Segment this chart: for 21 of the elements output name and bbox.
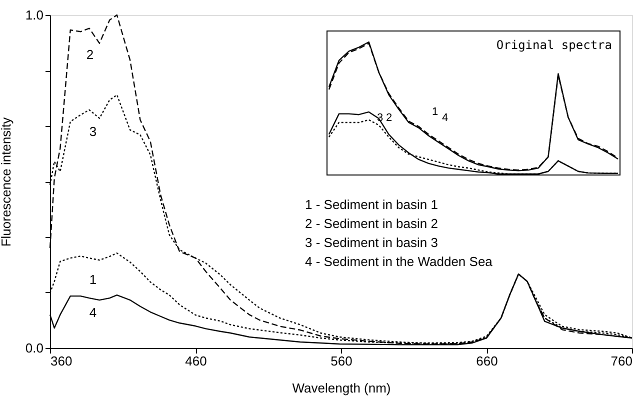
y-axis-title: Fluorescence intensity	[0, 116, 14, 247]
annotation: 4 - Sediment in the Wadden Sea	[305, 254, 494, 269]
annotation: 4	[442, 112, 448, 124]
y-tick-label: 1.0	[25, 8, 44, 22]
x-tick-label: 660	[476, 354, 498, 368]
x-tick-label: 560	[330, 354, 352, 368]
annotation: 2 - Sediment in basin 2	[305, 216, 438, 231]
annotation: 3	[89, 124, 97, 139]
annotation: 1 - Sediment in basin 1	[305, 197, 438, 212]
x-tick-label: 760	[610, 354, 632, 368]
annotation: 4	[89, 305, 97, 320]
annotation: 2	[86, 47, 94, 62]
chart-title: Original spectra	[496, 38, 612, 52]
x-tick-label: 460	[185, 354, 207, 368]
y-tick-label: 0.0	[25, 340, 44, 356]
annotation: 3 - Sediment in basin 3	[305, 235, 438, 250]
annotation: 2	[386, 112, 392, 124]
x-tick-label: 360	[50, 354, 72, 368]
x-axis-title: Wavelength (nm)	[292, 380, 391, 396]
annotation: 1	[89, 272, 97, 287]
annotation: 1	[432, 106, 438, 118]
